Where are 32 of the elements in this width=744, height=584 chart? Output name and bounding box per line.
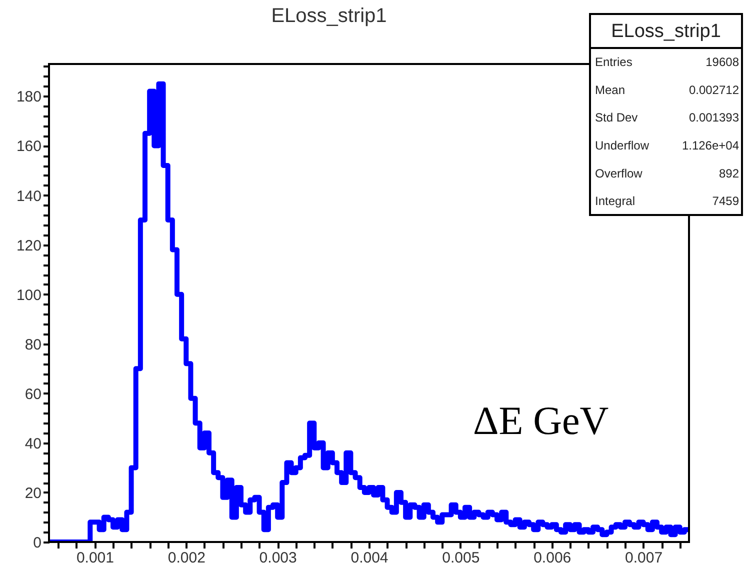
x-tick-label: 0.002	[168, 550, 206, 566]
y-tick-label: 80	[24, 336, 42, 354]
y-tick-label: 20	[24, 484, 42, 502]
x-axis-title: ΔE GeV	[473, 398, 609, 443]
annotation: 0.002712	[688, 82, 740, 97]
annotation: Integral	[595, 194, 636, 208]
x-tick-label: 0.001	[76, 550, 114, 566]
x-tick-label: 0.004	[350, 550, 388, 566]
x-tick-label: 0.007	[625, 550, 663, 566]
text: ELoss_strip1	[611, 21, 721, 42]
chart-title: ELoss_strip1	[271, 5, 387, 27]
y-tick-label: 0	[33, 534, 42, 552]
y-tick-label: 120	[16, 237, 42, 254]
x-tick-label: 0.005	[442, 550, 480, 566]
annotation: 1.126e+04	[682, 138, 740, 152]
text: 19608	[706, 54, 740, 69]
y-tick-label: 160	[16, 138, 42, 156]
y-tick-label: 60	[24, 386, 42, 403]
text: 892	[718, 166, 740, 180]
x-tick-label: 0.006	[534, 550, 572, 566]
annotation: Entries	[595, 54, 632, 69]
text: 7459	[712, 194, 740, 208]
y-tick-label: 140	[16, 188, 42, 205]
x-tick-label: 0.003	[259, 550, 297, 566]
annotation: Std Dev	[595, 110, 638, 125]
annotation: Mean	[595, 82, 626, 97]
y-tick-label: 40	[24, 435, 42, 452]
annotation: Overflow	[595, 166, 643, 180]
y-tick-label: 100	[16, 286, 42, 304]
annotation: Underflow	[595, 138, 650, 152]
y-tick-label: 180	[16, 88, 42, 106]
annotation: 0.001393	[688, 110, 740, 125]
